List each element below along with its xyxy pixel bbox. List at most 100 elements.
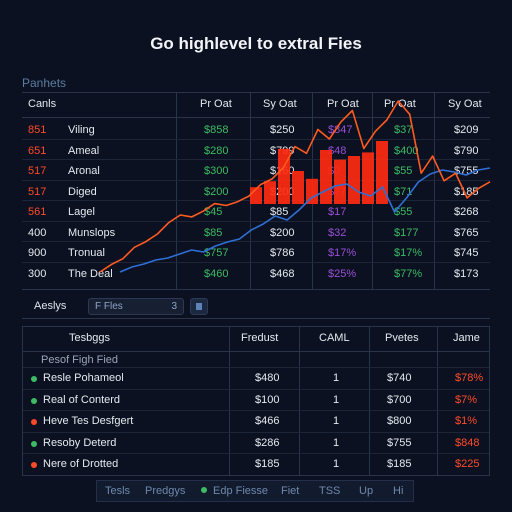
- row-id: 300: [28, 267, 47, 280]
- chart-bar: [278, 148, 290, 204]
- bookmark-icon: [196, 303, 202, 310]
- column-header-jame[interactable]: Jame: [453, 332, 480, 344]
- row-divider: [23, 431, 489, 433]
- table-cell: $17: [328, 206, 347, 218]
- filter-select[interactable]: F Fles 3: [88, 298, 184, 315]
- chart-line-blue: [119, 167, 491, 273]
- chart-bar: [306, 178, 318, 204]
- table-cell: $800: [387, 415, 412, 427]
- row-name: Munslops: [68, 226, 116, 239]
- footer-item-edp-fiesse[interactable]: Edp Fiesse: [201, 485, 268, 497]
- table-cell: $32: [328, 226, 347, 239]
- row-name: Lagel: [68, 206, 95, 218]
- table-cell: $85: [204, 226, 223, 239]
- table-cell: $85: [270, 206, 289, 218]
- table-cell: 1: [333, 372, 340, 384]
- footer-item-predgys[interactable]: Predgys: [145, 485, 186, 497]
- column-divider: [434, 93, 435, 289]
- row-divider: [22, 138, 490, 140]
- table-row[interactable]: Resle Pohameol $480 1 $740 $78%: [23, 372, 489, 388]
- column-header-canls[interactable]: Canls: [28, 98, 57, 110]
- row-name: Aronal: [68, 165, 100, 177]
- table-cell: $45: [204, 206, 223, 218]
- column-divider: [299, 327, 300, 475]
- table-cell: $460: [204, 267, 229, 280]
- table-cell: $858: [204, 124, 229, 136]
- table-row[interactable]: Heve Tes Desfgert $466 1 $800 $1%: [23, 415, 489, 431]
- column-divider: [369, 327, 370, 475]
- table-cell: $48: [328, 144, 347, 157]
- row-name: Tronual: [68, 247, 105, 259]
- status-dot-icon: [201, 487, 207, 493]
- table-cell: $200: [204, 185, 229, 198]
- column-header-pvetes[interactable]: Pvetes: [385, 332, 419, 344]
- row-name: Viling: [68, 124, 95, 136]
- table-cell: $1%: [455, 415, 478, 427]
- row-name: Diged: [68, 185, 97, 198]
- table-cell: $286: [255, 436, 280, 449]
- table-cell: $468: [270, 267, 295, 280]
- bottom-data-table: Tesbggs Fredust CAML Pvetes Jame Pesof F…: [22, 326, 490, 476]
- column-header-pr-oat-1[interactable]: Pr Oat: [200, 98, 232, 110]
- row-divider: [23, 388, 489, 390]
- row-id: 400: [28, 226, 47, 239]
- row-divider: [22, 241, 490, 242]
- table-cell: 1: [333, 458, 340, 470]
- table-cell: $100: [255, 393, 280, 406]
- table-row[interactable]: Real of Conterd $100 1 $700 $7%: [23, 394, 489, 410]
- status-dot-icon: [31, 440, 37, 447]
- row-id: 517: [28, 185, 47, 198]
- column-header-caml[interactable]: CAML: [319, 332, 350, 344]
- table-cell: $848: [455, 436, 480, 449]
- footer-item-tesls[interactable]: Tesls: [105, 485, 131, 497]
- table-row[interactable]: Nere of Drotted $185 1 $185 $225: [23, 458, 489, 474]
- column-header-tesbggs[interactable]: Tesbggs: [69, 332, 110, 344]
- filter-select-value: F Fles: [95, 301, 123, 312]
- column-header-sy-oat-2[interactable]: Sy Oat: [448, 98, 482, 110]
- row-name: Resle Pohameol: [43, 372, 124, 384]
- row-name: Resoby Deterd: [43, 436, 117, 449]
- table-cell: $209: [454, 124, 479, 136]
- row-name: Ameal: [68, 144, 100, 157]
- toolbar-icon-button[interactable]: [190, 298, 208, 315]
- table-cell: 1: [333, 415, 340, 427]
- toolbar-label: Aeslys: [34, 300, 67, 312]
- column-divider: [176, 93, 177, 289]
- chart-line-orange: [99, 100, 491, 273]
- row-divider: [22, 261, 490, 263]
- column-header-fredust[interactable]: Fredust: [241, 332, 279, 344]
- table-cell: $77%: [394, 267, 423, 280]
- chart-bar: [362, 152, 374, 204]
- column-header-pr-oat-2[interactable]: Pr Oat: [327, 98, 359, 110]
- table-cell: $480: [255, 372, 280, 384]
- table-cell: $71: [394, 185, 413, 198]
- row-name: Real of Conterd: [43, 393, 121, 406]
- table-cell: $757: [204, 247, 229, 259]
- table-cell: $200: [270, 226, 295, 239]
- table-row[interactable]: Resoby Deterd $286 1 $755 $848: [23, 437, 489, 453]
- row-divider: [23, 453, 489, 454]
- column-header-sy-oat-1[interactable]: Sy Oat: [263, 98, 297, 110]
- column-divider: [229, 327, 230, 475]
- row-id: 561: [28, 206, 47, 218]
- footer-item-tss[interactable]: TSS: [319, 485, 341, 497]
- row-divider: [23, 367, 489, 368]
- page-title: Go highlevel to extral Fies: [150, 34, 362, 53]
- footer-item-label: Edp Fiesse: [213, 485, 269, 497]
- column-divider: [437, 327, 438, 475]
- table-cell: $7%: [455, 393, 478, 406]
- footer-item-fiet[interactable]: Fiet: [281, 485, 300, 497]
- footer-item-up[interactable]: Up: [359, 485, 374, 497]
- table-cell: $173: [454, 267, 479, 280]
- bottom-table-header: Tesbggs Fredust CAML Pvetes Jame: [23, 327, 489, 352]
- footer-item-hi[interactable]: Hi: [393, 485, 404, 497]
- table-cell: $268: [454, 206, 479, 218]
- row-id: 517: [28, 165, 47, 177]
- chart-bar: [264, 181, 276, 204]
- table-cell: $466: [255, 415, 280, 427]
- row-id: 900: [28, 247, 47, 259]
- table-cell: $790: [454, 144, 479, 157]
- row-name: Nere of Drotted: [43, 458, 119, 470]
- table-cell: $400: [394, 144, 419, 157]
